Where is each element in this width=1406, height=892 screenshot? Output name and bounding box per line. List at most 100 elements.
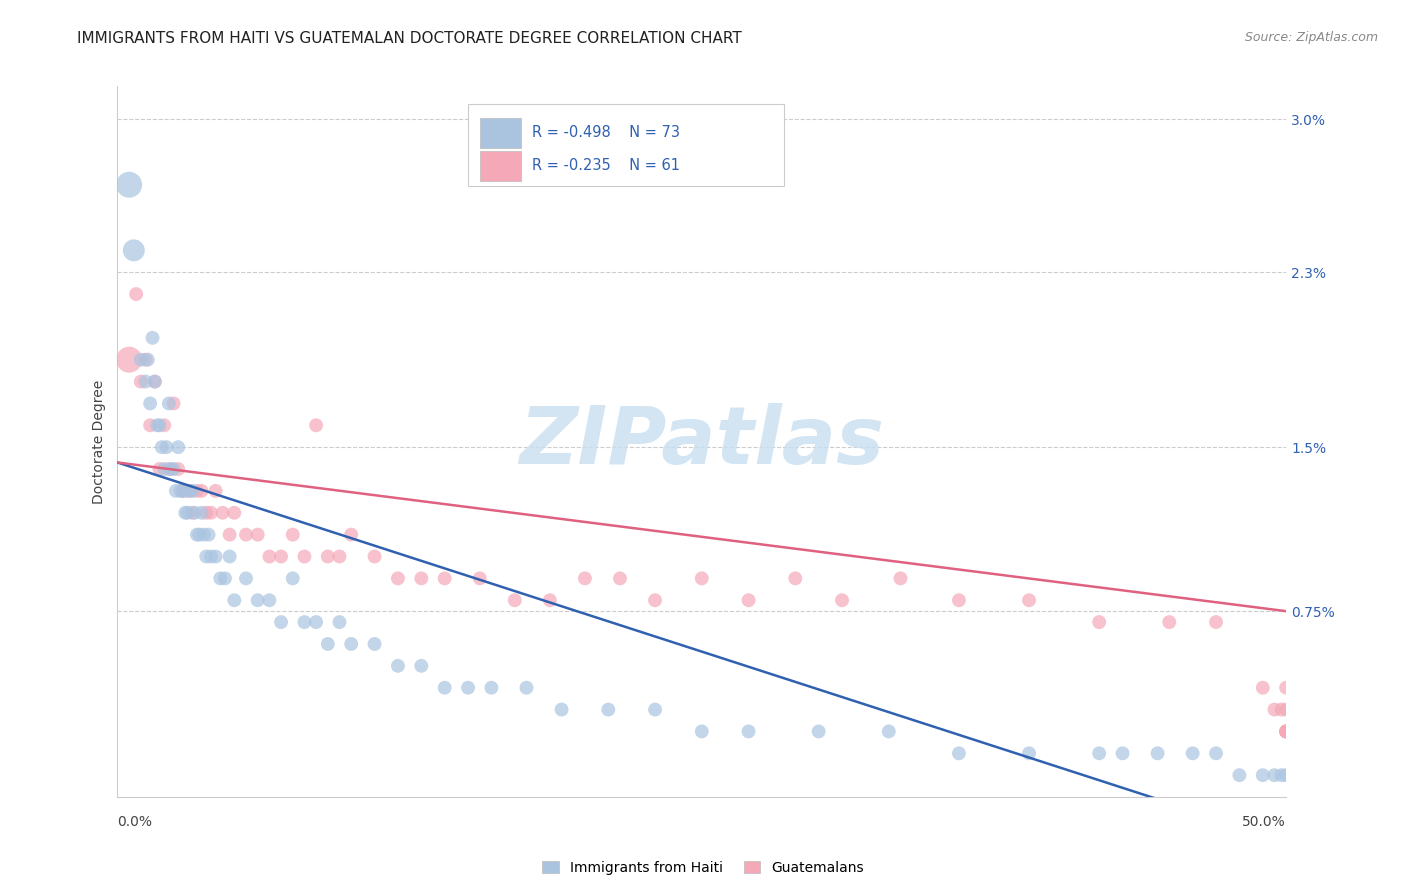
Point [188, 527, 211, 541]
Point [160, 462, 183, 476]
Text: R = -0.498    N = 73: R = -0.498 N = 73 [533, 125, 681, 140]
Point [328, 549, 350, 564]
Text: Source: ZipAtlas.com: Source: ZipAtlas.com [1244, 31, 1378, 45]
Point [139, 418, 162, 433]
Text: ZIPatlas: ZIPatlas [519, 402, 884, 481]
Point [737, 593, 759, 607]
Point [1088, 615, 1111, 629]
Point [129, 375, 152, 389]
Point [807, 724, 830, 739]
Point [1275, 724, 1298, 739]
Point [503, 593, 526, 607]
Point [340, 527, 363, 541]
Point [644, 593, 666, 607]
Point [259, 593, 281, 607]
Point [174, 506, 197, 520]
Point [200, 549, 222, 564]
Point [690, 571, 713, 585]
Legend: Immigrants from Haiti, Guatemalans: Immigrants from Haiti, Guatemalans [537, 855, 869, 880]
Point [889, 571, 911, 585]
Point [457, 681, 479, 695]
Point [1205, 615, 1227, 629]
Point [183, 506, 205, 520]
Point [1181, 747, 1204, 761]
Point [1275, 724, 1298, 739]
Point [737, 724, 759, 739]
Point [195, 549, 218, 564]
Point [179, 483, 201, 498]
Point [122, 244, 145, 258]
Point [162, 462, 184, 476]
Point [246, 593, 269, 607]
Point [155, 440, 177, 454]
Point [157, 396, 180, 410]
Point [294, 615, 316, 629]
Point [157, 462, 180, 476]
Point [125, 287, 148, 301]
Point [186, 483, 208, 498]
Point [644, 702, 666, 716]
Point [141, 331, 163, 345]
Point [186, 527, 208, 541]
Point [1159, 615, 1181, 629]
Point [281, 527, 304, 541]
Point [1251, 681, 1274, 695]
Point [150, 440, 173, 454]
Point [1275, 724, 1298, 739]
Point [433, 681, 456, 695]
Point [1111, 747, 1133, 761]
FancyBboxPatch shape [479, 151, 520, 181]
Point [481, 681, 503, 695]
Point [195, 506, 218, 520]
Point [433, 571, 456, 585]
Point [785, 571, 807, 585]
Text: 0.0%: 0.0% [118, 814, 152, 829]
Y-axis label: Doctorate Degree: Doctorate Degree [93, 380, 107, 504]
Point [224, 506, 246, 520]
Point [176, 506, 198, 520]
Point [139, 396, 162, 410]
Point [305, 418, 328, 433]
Point [146, 418, 169, 433]
Point [169, 483, 191, 498]
Point [143, 375, 166, 389]
Point [167, 440, 190, 454]
Point [515, 681, 537, 695]
Point [948, 593, 970, 607]
Point [190, 483, 212, 498]
Point [148, 418, 170, 433]
Point [387, 658, 409, 673]
Point [468, 571, 491, 585]
FancyBboxPatch shape [479, 119, 520, 148]
Point [129, 352, 152, 367]
Point [224, 593, 246, 607]
Point [172, 483, 194, 498]
Point [246, 527, 269, 541]
Point [270, 549, 292, 564]
Point [1088, 747, 1111, 761]
Point [316, 549, 339, 564]
Point [181, 483, 204, 498]
Point [387, 571, 409, 585]
Text: IMMIGRANTS FROM HAITI VS GUATEMALAN DOCTORATE DEGREE CORRELATION CHART: IMMIGRANTS FROM HAITI VS GUATEMALAN DOCT… [77, 31, 742, 46]
Point [190, 506, 212, 520]
Point [1229, 768, 1251, 782]
Point [218, 527, 240, 541]
Point [690, 724, 713, 739]
Text: R = -0.235    N = 61: R = -0.235 N = 61 [533, 158, 681, 173]
Point [316, 637, 339, 651]
Point [609, 571, 631, 585]
Point [214, 571, 236, 585]
Point [235, 571, 257, 585]
Point [1018, 747, 1040, 761]
Point [294, 549, 316, 564]
Point [167, 462, 190, 476]
Point [153, 462, 176, 476]
Point [948, 747, 970, 761]
Point [181, 506, 204, 520]
Point [1275, 681, 1298, 695]
Point [1263, 702, 1285, 716]
Point [1263, 768, 1285, 782]
Point [176, 483, 198, 498]
Point [411, 571, 433, 585]
